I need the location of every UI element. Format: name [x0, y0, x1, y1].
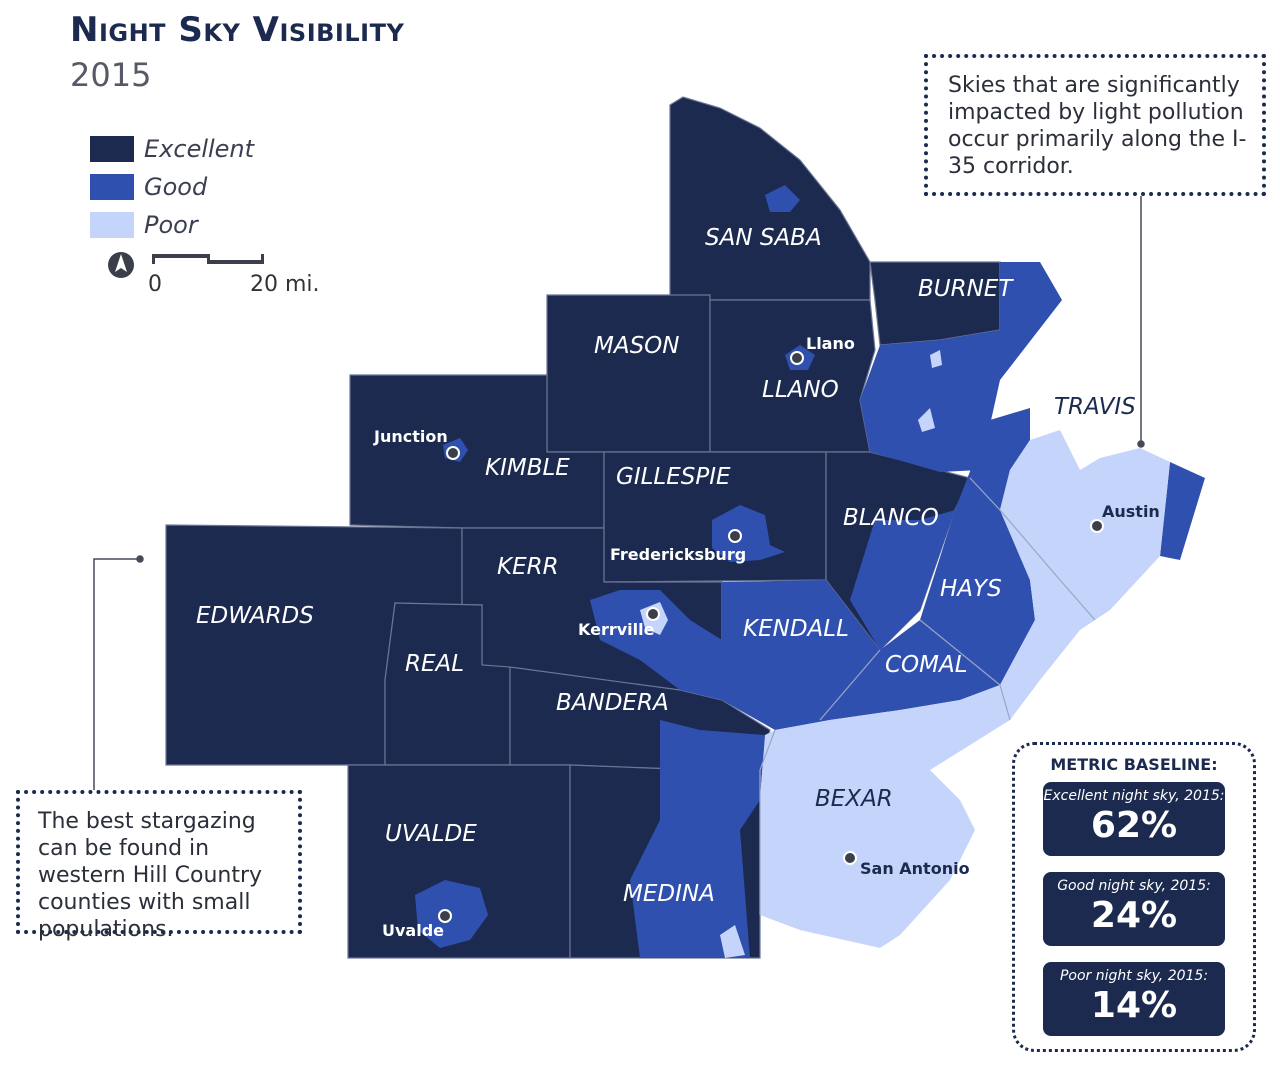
- region-bexar-poor: [760, 680, 1040, 948]
- city-marker-llano: [790, 351, 804, 365]
- region-llano-poor-1: [930, 350, 942, 368]
- region-kerrville-good: [590, 590, 722, 700]
- metric-poor-label: Poor night sky, 2015:: [1059, 968, 1209, 984]
- scale-bar: 0 20 mi.: [108, 250, 338, 300]
- legend-swatch-poor: [90, 212, 134, 238]
- city-marker-fredericksburg: [728, 529, 742, 543]
- metric-good: Good night sky, 2015: 24%: [1043, 872, 1225, 946]
- callout-light-pollution: Skies that are significantly impacted by…: [924, 54, 1266, 196]
- border-bexar-north: [759, 729, 776, 915]
- metric-baseline-panel: METRIC BASELINE: Excellent night sky, 20…: [1012, 742, 1256, 1052]
- label-llano: LLANO: [762, 377, 839, 403]
- label-travis: TRAVIS: [1054, 394, 1136, 420]
- label-mason: MASON: [594, 333, 680, 359]
- callout-best-stargazing: The best stargazing can be found in west…: [16, 790, 302, 942]
- label-edwards: EDWARDS: [196, 603, 314, 629]
- map-title: Night Sky Visibility: [70, 10, 405, 50]
- county-burnet: [869, 261, 1001, 346]
- metric-good-label: Good night sky, 2015:: [1057, 878, 1211, 894]
- metric-poor-value: 14%: [1090, 985, 1178, 1026]
- legend: Excellent Good Poor: [90, 130, 254, 244]
- region-kendall-good: [722, 580, 1000, 730]
- region-medina-poor: [720, 925, 745, 958]
- city-label-fredericksburg: Fredericksburg: [610, 545, 746, 564]
- label-comal: COMAL: [885, 652, 968, 678]
- metric-excellent-value: 62%: [1090, 805, 1178, 846]
- border-travis-hays: [969, 477, 1096, 621]
- city-marker-junction: [446, 446, 460, 460]
- county-llano: [709, 299, 876, 453]
- legend-label-good: Good: [144, 173, 208, 201]
- label-san-saba: SAN SABA: [705, 225, 822, 251]
- metric-baseline-title: METRIC BASELINE:: [1050, 755, 1218, 774]
- label-uvalde: UVALDE: [385, 821, 477, 847]
- label-hays: HAYS: [940, 576, 1002, 602]
- legend-item-good: Good: [90, 168, 254, 206]
- city-marker-uvalde: [438, 909, 452, 923]
- county-mason: [546, 294, 711, 453]
- legend-item-excellent: Excellent: [90, 130, 254, 168]
- label-gillespie: GILLESPIE: [616, 464, 731, 490]
- region-hays-good: [920, 408, 1035, 685]
- leader-dot-right: [1137, 440, 1145, 448]
- region-blanco-good: [850, 510, 955, 650]
- metric-good-value: 24%: [1090, 895, 1178, 936]
- metric-poor: Poor night sky, 2015: 14%: [1043, 962, 1225, 1036]
- region-burnet-good: [860, 262, 1062, 472]
- city-marker-austin: [1090, 519, 1104, 533]
- label-bexar: BEXAR: [815, 786, 893, 812]
- city-label-kerrville: Kerrville: [578, 620, 655, 639]
- label-burnet: BURNET: [918, 276, 1014, 302]
- label-kimble: KIMBLE: [485, 455, 570, 481]
- city-label-junction: Junction: [373, 427, 448, 446]
- label-bandera: BANDERA: [556, 690, 669, 716]
- label-real: REAL: [405, 651, 464, 677]
- city-marker-san-antonio: [843, 851, 857, 865]
- region-travis-poor: [1000, 430, 1170, 690]
- city-label-uvalde: Uvalde: [382, 921, 444, 940]
- region-travis-edge-good: [1160, 462, 1205, 560]
- region-medina-good: [630, 720, 765, 958]
- border-kendall-comal: [819, 649, 881, 721]
- north-arrow-icon: [108, 252, 264, 278]
- label-kendall: KENDALL: [743, 616, 849, 642]
- city-marker-kerrville: [646, 607, 660, 621]
- border-comal-hays: [919, 619, 1011, 721]
- map-subtitle: 2015: [70, 56, 152, 94]
- city-label-austin: Austin: [1102, 502, 1160, 521]
- label-blanco: BLANCO: [843, 505, 939, 531]
- legend-label-poor: Poor: [144, 211, 198, 239]
- metric-excellent: Excellent night sky, 2015: 62%: [1043, 782, 1225, 856]
- legend-swatch-excellent: [90, 136, 134, 162]
- metric-excellent-label: Excellent night sky, 2015:: [1043, 788, 1225, 804]
- leader-dot-left: [136, 555, 144, 563]
- legend-swatch-good: [90, 174, 134, 200]
- scale-label-twenty: 20 mi.: [250, 272, 320, 297]
- legend-item-poor: Poor: [90, 206, 254, 244]
- city-label-san-antonio: San Antonio: [860, 859, 970, 878]
- region-san-saba-good: [765, 185, 800, 212]
- label-medina: MEDINA: [623, 881, 715, 907]
- region-llano-poor-2: [918, 408, 935, 432]
- label-kerr: KERR: [497, 554, 559, 580]
- city-label-llano: Llano: [806, 334, 855, 353]
- region-fredericksburg-good: [712, 505, 785, 562]
- leader-line-left: [93, 558, 138, 790]
- scale-label-zero: 0: [148, 272, 162, 297]
- legend-label-excellent: Excellent: [144, 135, 255, 163]
